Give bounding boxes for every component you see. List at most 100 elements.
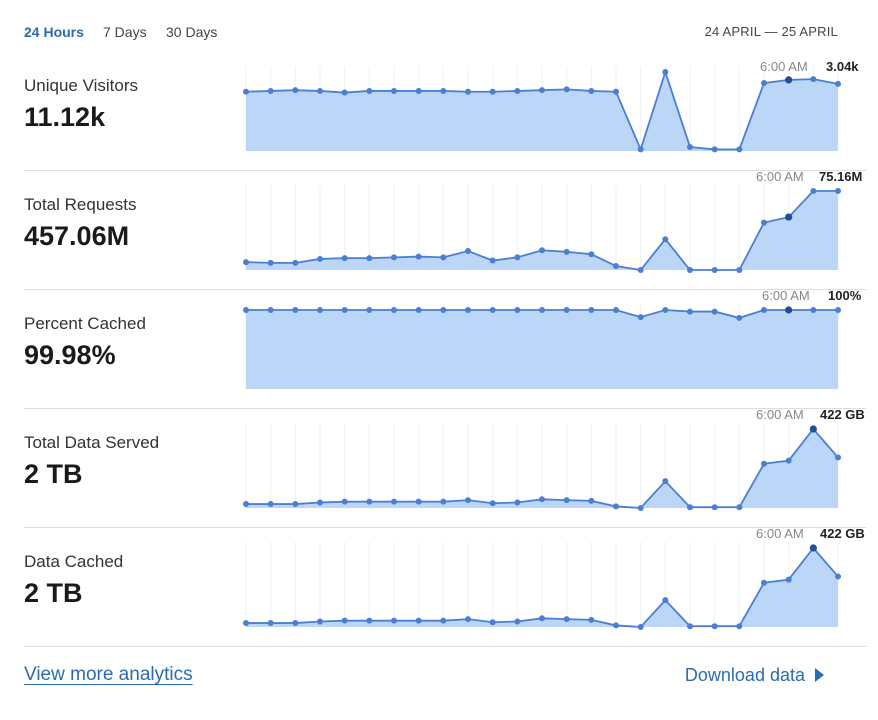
data-point[interactable] <box>539 87 545 94</box>
data-point[interactable] <box>588 307 595 313</box>
data-point[interactable] <box>243 259 249 266</box>
data-point[interactable] <box>637 314 644 321</box>
data-point[interactable] <box>317 255 323 262</box>
data-point[interactable] <box>588 497 595 504</box>
data-point[interactable] <box>613 263 619 270</box>
data-point[interactable] <box>785 576 792 583</box>
data-point[interactable] <box>711 308 718 315</box>
data-point[interactable] <box>415 87 422 94</box>
data-point[interactable] <box>736 623 743 630</box>
data-point[interactable] <box>465 497 471 504</box>
highlighted-data-point[interactable] <box>809 544 817 552</box>
data-point[interactable] <box>341 255 348 262</box>
data-point[interactable] <box>341 617 348 624</box>
data-point[interactable] <box>341 498 348 505</box>
data-point[interactable] <box>662 597 669 604</box>
data-point[interactable] <box>637 624 644 630</box>
data-point[interactable] <box>366 255 373 262</box>
data-point[interactable] <box>662 307 669 313</box>
data-point[interactable] <box>588 87 595 94</box>
data-point[interactable] <box>835 573 841 580</box>
data-point[interactable] <box>317 618 323 625</box>
data-point[interactable] <box>366 617 373 624</box>
data-point[interactable] <box>317 307 323 313</box>
data-point[interactable] <box>267 501 274 508</box>
data-point[interactable] <box>637 267 644 273</box>
data-point[interactable] <box>415 617 422 624</box>
data-point[interactable] <box>835 307 841 313</box>
data-point[interactable] <box>267 307 274 313</box>
tab-24-hours[interactable]: 24 Hours <box>24 24 84 40</box>
data-point[interactable] <box>539 307 545 313</box>
data-point[interactable] <box>267 87 274 94</box>
data-point[interactable] <box>514 307 521 313</box>
data-point[interactable] <box>761 219 767 226</box>
data-point[interactable] <box>243 620 249 627</box>
tab-30-days[interactable]: 30 Days <box>166 24 218 40</box>
data-point[interactable] <box>489 500 496 507</box>
data-point[interactable] <box>391 617 397 624</box>
data-point[interactable] <box>810 188 817 194</box>
data-point[interactable] <box>243 501 249 508</box>
data-point[interactable] <box>465 616 471 623</box>
data-point[interactable] <box>341 307 348 313</box>
highlighted-data-point[interactable] <box>785 306 793 314</box>
data-point[interactable] <box>539 496 545 503</box>
data-point[interactable] <box>613 307 619 313</box>
data-point[interactable] <box>687 623 693 630</box>
data-point[interactable] <box>687 308 693 315</box>
data-point[interactable] <box>366 498 373 505</box>
data-point[interactable] <box>440 87 447 94</box>
data-point[interactable] <box>292 620 299 627</box>
data-point[interactable] <box>613 622 619 629</box>
data-point[interactable] <box>736 146 743 153</box>
data-point[interactable] <box>711 504 718 511</box>
data-point[interactable] <box>761 579 767 586</box>
data-point[interactable] <box>292 87 299 94</box>
data-point[interactable] <box>613 503 619 510</box>
data-point[interactable] <box>539 615 545 622</box>
data-point[interactable] <box>391 254 397 261</box>
data-point[interactable] <box>761 460 767 467</box>
data-point[interactable] <box>662 236 669 243</box>
data-point[interactable] <box>465 307 471 313</box>
download-data-button[interactable]: Download data <box>685 665 824 686</box>
data-point[interactable] <box>761 80 767 87</box>
data-point[interactable] <box>563 248 570 255</box>
data-point[interactable] <box>736 267 743 273</box>
data-point[interactable] <box>613 88 619 95</box>
data-point[interactable] <box>317 499 323 506</box>
data-point[interactable] <box>415 498 422 505</box>
data-point[interactable] <box>711 267 718 273</box>
chart-total-data-served[interactable] <box>24 409 866 528</box>
data-point[interactable] <box>440 307 447 313</box>
data-point[interactable] <box>514 618 521 625</box>
data-point[interactable] <box>810 307 817 313</box>
data-point[interactable] <box>539 247 545 254</box>
data-point[interactable] <box>711 623 718 630</box>
data-point[interactable] <box>785 457 792 464</box>
data-point[interactable] <box>687 504 693 511</box>
data-point[interactable] <box>514 254 521 261</box>
data-point[interactable] <box>687 267 693 273</box>
data-point[interactable] <box>440 498 447 505</box>
data-point[interactable] <box>711 146 718 153</box>
data-point[interactable] <box>514 499 521 506</box>
data-point[interactable] <box>440 254 447 261</box>
data-point[interactable] <box>489 257 496 264</box>
data-point[interactable] <box>267 259 274 266</box>
data-point[interactable] <box>489 619 496 626</box>
chart-percent-cached[interactable] <box>24 290 866 409</box>
data-point[interactable] <box>563 616 570 623</box>
data-point[interactable] <box>366 307 373 313</box>
data-point[interactable] <box>637 505 644 511</box>
data-point[interactable] <box>687 144 693 151</box>
data-point[interactable] <box>662 478 669 485</box>
data-point[interactable] <box>761 307 767 313</box>
data-point[interactable] <box>662 69 669 75</box>
data-point[interactable] <box>563 497 570 504</box>
data-point[interactable] <box>736 504 743 511</box>
data-point[interactable] <box>267 620 274 627</box>
data-point[interactable] <box>391 307 397 313</box>
data-point[interactable] <box>243 88 249 95</box>
